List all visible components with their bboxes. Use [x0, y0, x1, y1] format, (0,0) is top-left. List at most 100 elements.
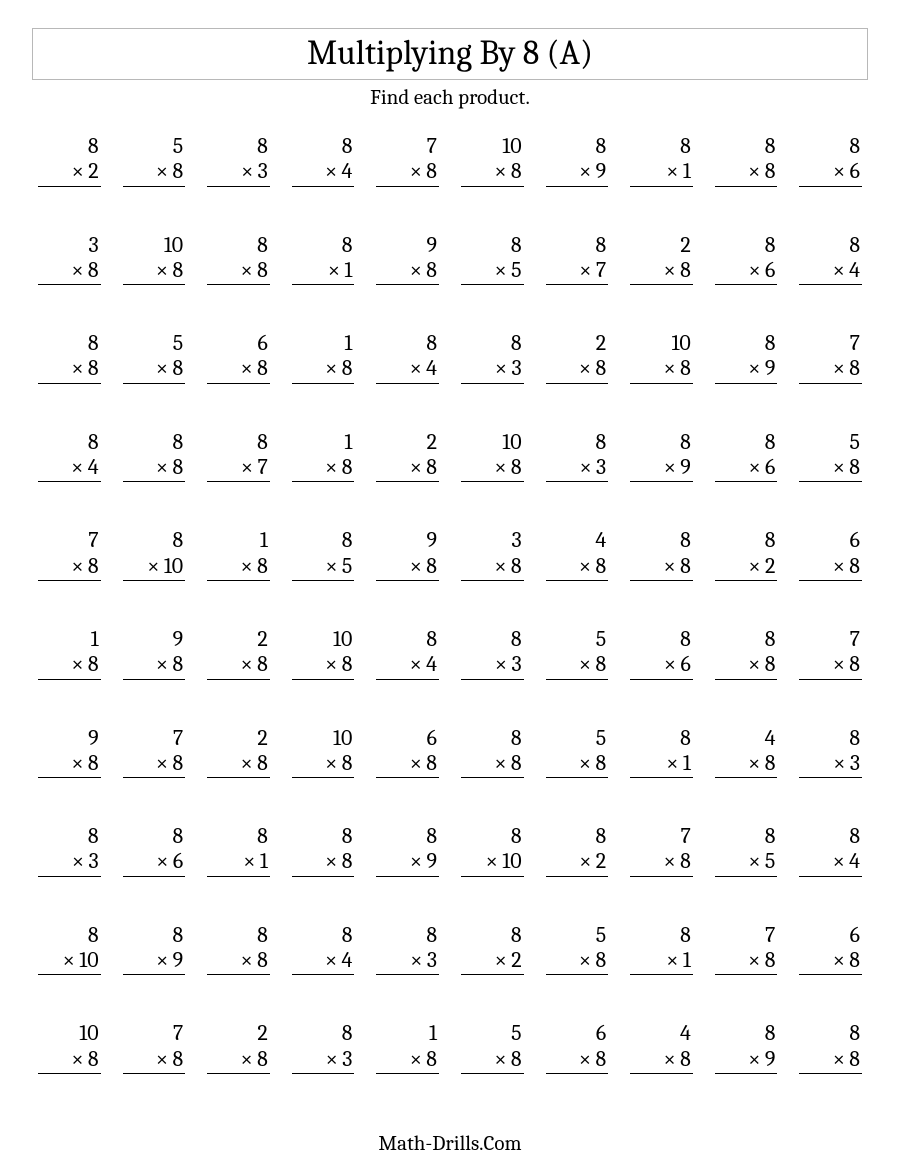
multiplier-row: × 8 [207, 751, 270, 778]
multiplier-row: × 4 [799, 849, 862, 876]
multiplier-row: × 8 [715, 751, 778, 778]
multiplier-row: × 4 [292, 948, 355, 975]
multiplier-row: × 8 [376, 455, 439, 482]
multiplier-row: × 9 [376, 849, 439, 876]
multiplier-row: × 8 [546, 948, 609, 975]
multiplication-problem: 9× 8 [376, 233, 439, 286]
multiplicand: 8 [292, 528, 355, 553]
multiplicand: 8 [715, 331, 778, 356]
multiplicand: 8 [38, 430, 101, 455]
multiplier-row: × 3 [376, 948, 439, 975]
multiplicand: 10 [461, 430, 524, 455]
multiplication-problem: 7× 8 [715, 923, 778, 976]
multiplicand: 6 [799, 528, 862, 553]
multiplication-problem: 1× 8 [207, 528, 270, 581]
multiplicand: 1 [292, 430, 355, 455]
multiplication-problem: 8× 2 [715, 528, 778, 581]
multiplier-row: × 8 [38, 258, 101, 285]
multiplier-row: × 8 [799, 356, 862, 383]
multiplication-problem: 10× 8 [461, 430, 524, 483]
multiplier-row: × 8 [546, 356, 609, 383]
multiplier-row: × 9 [715, 1047, 778, 1074]
multiplicand: 10 [630, 331, 693, 356]
multiplicand: 8 [715, 134, 778, 159]
multiplicand: 6 [546, 1021, 609, 1046]
multiplier-row: × 3 [207, 159, 270, 186]
multiplication-problem: 8× 4 [376, 627, 439, 680]
multiplicand: 7 [799, 627, 862, 652]
multiplication-problem: 8× 10 [461, 824, 524, 877]
multiplication-problem: 2× 8 [630, 233, 693, 286]
multiplier-row: × 8 [123, 652, 186, 679]
multiplication-problem: 10× 8 [292, 726, 355, 779]
multiplication-problem: 8× 2 [461, 923, 524, 976]
multiplication-problem: 8× 4 [799, 233, 862, 286]
multiplier-row: × 8 [292, 455, 355, 482]
multiplicand: 8 [799, 1021, 862, 1046]
multiplier-row: × 8 [630, 356, 693, 383]
multiplication-problem: 8× 1 [207, 824, 270, 877]
multiplication-problem: 8× 1 [630, 134, 693, 187]
problems-grid: 8× 25× 88× 38× 47× 810× 88× 98× 18× 88× … [32, 134, 868, 1074]
multiplicand: 8 [630, 430, 693, 455]
multiplication-problem: 8× 4 [38, 430, 101, 483]
multiplication-problem: 8× 10 [38, 923, 101, 976]
multiplicand: 8 [546, 134, 609, 159]
multiplier-row: × 10 [461, 849, 524, 876]
multiplication-problem: 1× 8 [292, 331, 355, 384]
multiplication-problem: 4× 8 [715, 726, 778, 779]
multiplicand: 10 [461, 134, 524, 159]
multiplication-problem: 8× 8 [38, 331, 101, 384]
multiplier-row: × 8 [207, 652, 270, 679]
multiplicand: 8 [292, 824, 355, 849]
multiplication-problem: 3× 8 [38, 233, 101, 286]
multiplicand: 4 [630, 1021, 693, 1046]
multiplicand: 5 [461, 1021, 524, 1046]
multiplicand: 8 [207, 233, 270, 258]
multiplicand: 10 [38, 1021, 101, 1046]
multiplier-row: × 8 [123, 258, 186, 285]
multiplication-problem: 7× 8 [376, 134, 439, 187]
multiplicand: 8 [799, 726, 862, 751]
multiplier-row: × 8 [292, 751, 355, 778]
multiplier-row: × 8 [461, 751, 524, 778]
multiplication-problem: 1× 8 [376, 1021, 439, 1074]
multiplicand: 5 [546, 726, 609, 751]
multiplicand: 9 [376, 233, 439, 258]
multiplicand: 8 [376, 824, 439, 849]
multiplicand: 8 [630, 923, 693, 948]
multiplicand: 8 [461, 627, 524, 652]
multiplication-problem: 7× 8 [123, 726, 186, 779]
worksheet-subtitle: Find each product. [32, 86, 868, 110]
multiplier-row: × 2 [546, 849, 609, 876]
multiplication-problem: 8× 9 [123, 923, 186, 976]
multiplier-row: × 8 [292, 849, 355, 876]
multiplication-problem: 8× 4 [799, 824, 862, 877]
multiplication-problem: 8× 4 [376, 331, 439, 384]
multiplicand: 7 [123, 1021, 186, 1046]
multiplier-row: × 4 [376, 356, 439, 383]
multiplication-problem: 7× 8 [799, 627, 862, 680]
multiplier-row: × 8 [376, 258, 439, 285]
multiplier-row: × 6 [123, 849, 186, 876]
multiplicand: 2 [207, 627, 270, 652]
multiplicand: 8 [376, 331, 439, 356]
multiplier-row: × 8 [461, 455, 524, 482]
multiplicand: 8 [123, 430, 186, 455]
multiplicand: 7 [376, 134, 439, 159]
multiplier-row: × 2 [38, 159, 101, 186]
multiplication-problem: 8× 9 [376, 824, 439, 877]
multiplier-row: × 8 [546, 554, 609, 581]
multiplicand: 8 [630, 528, 693, 553]
multiplication-problem: 8× 6 [715, 430, 778, 483]
multiplicand: 9 [38, 726, 101, 751]
multiplication-problem: 10× 8 [292, 627, 355, 680]
multiplicand: 5 [546, 923, 609, 948]
multiplier-row: × 8 [123, 751, 186, 778]
multiplier-row: × 8 [799, 554, 862, 581]
multiplier-row: × 5 [461, 258, 524, 285]
multiplication-problem: 8× 6 [799, 134, 862, 187]
multiplicand: 7 [123, 726, 186, 751]
multiplicand: 8 [799, 134, 862, 159]
multiplication-problem: 5× 8 [546, 923, 609, 976]
